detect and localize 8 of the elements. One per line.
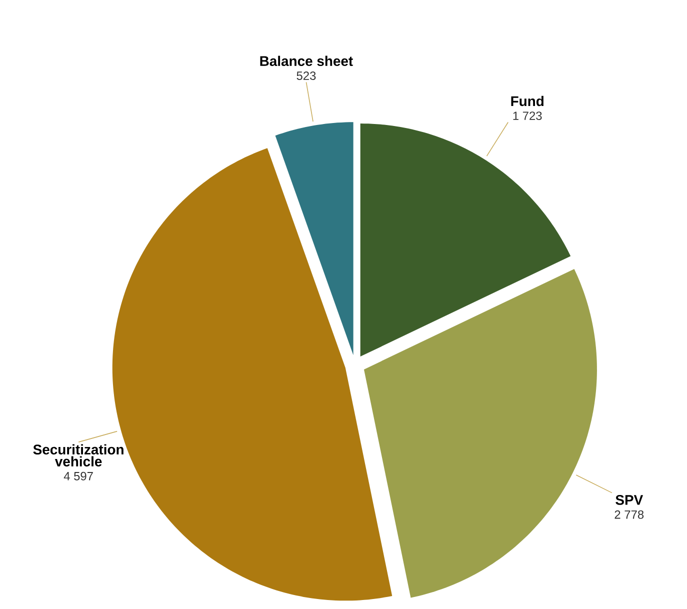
data-label: 4 597 — [64, 472, 93, 480]
data-label: 523 — [296, 72, 316, 80]
data-label: 2 778 — [614, 510, 644, 519]
slice-label: Securitization vehicle — [33, 444, 124, 466]
data-label: 1 723 — [513, 112, 542, 120]
slice-label: Balance sheet — [260, 56, 353, 66]
slice-label: SPV — [616, 494, 644, 505]
slice-label: Fund — [511, 96, 544, 106]
